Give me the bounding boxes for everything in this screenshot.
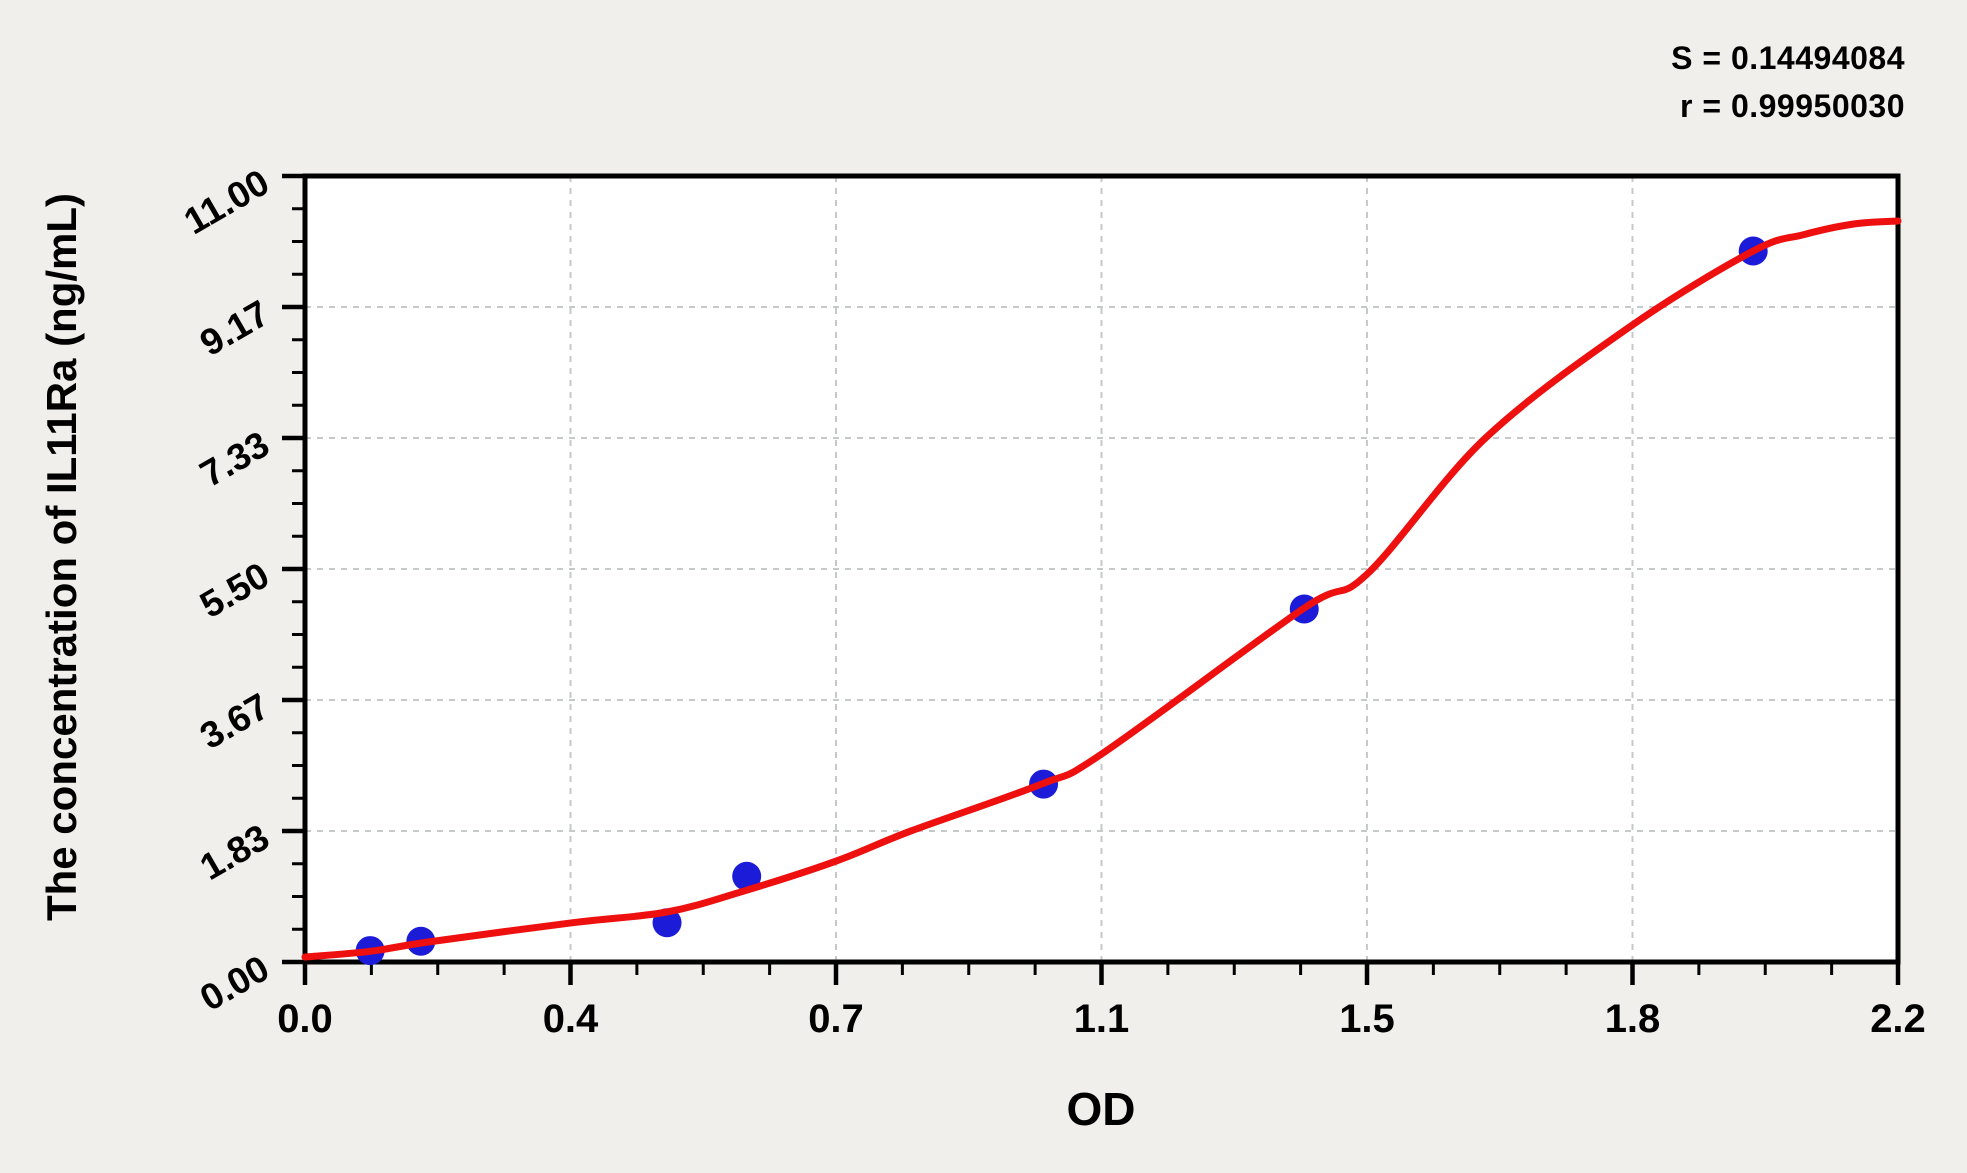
data-point [732,861,762,891]
x-tick-label: 0.4 [543,997,599,1041]
x-tick-label: 1.8 [1605,997,1661,1041]
x-tick-label: 0.0 [277,997,333,1041]
stat-r-value: r = 0.99950030 [1680,88,1905,124]
fitted-curve [301,217,1902,961]
y-axis-title: The concentration of IL11Ra (ng/mL) [38,192,85,922]
stat-s-value: S = 0.14494084 [1671,40,1905,76]
x-tick-label: 1.1 [1074,997,1130,1041]
y-tick-label: 9.17 [193,292,276,364]
y-tick-label: 0.00 [193,947,276,1019]
plot-frame [302,173,1901,965]
y-tick-label: 7.33 [193,423,276,495]
y-tick-label: 11.00 [177,161,276,242]
x-tick-label: 1.5 [1339,997,1395,1041]
y-tick-label: 3.67 [193,685,276,757]
x-axis-title: OD [1066,1083,1136,1135]
x-tick-label: 0.7 [808,997,864,1041]
y-tick-label: 1.83 [193,816,276,888]
x-tick-label: 2.2 [1870,997,1926,1041]
fit-statistics: S = 0.14494084 r = 0.99950030 [1671,34,1905,130]
y-tick-label: 5.50 [193,554,276,626]
